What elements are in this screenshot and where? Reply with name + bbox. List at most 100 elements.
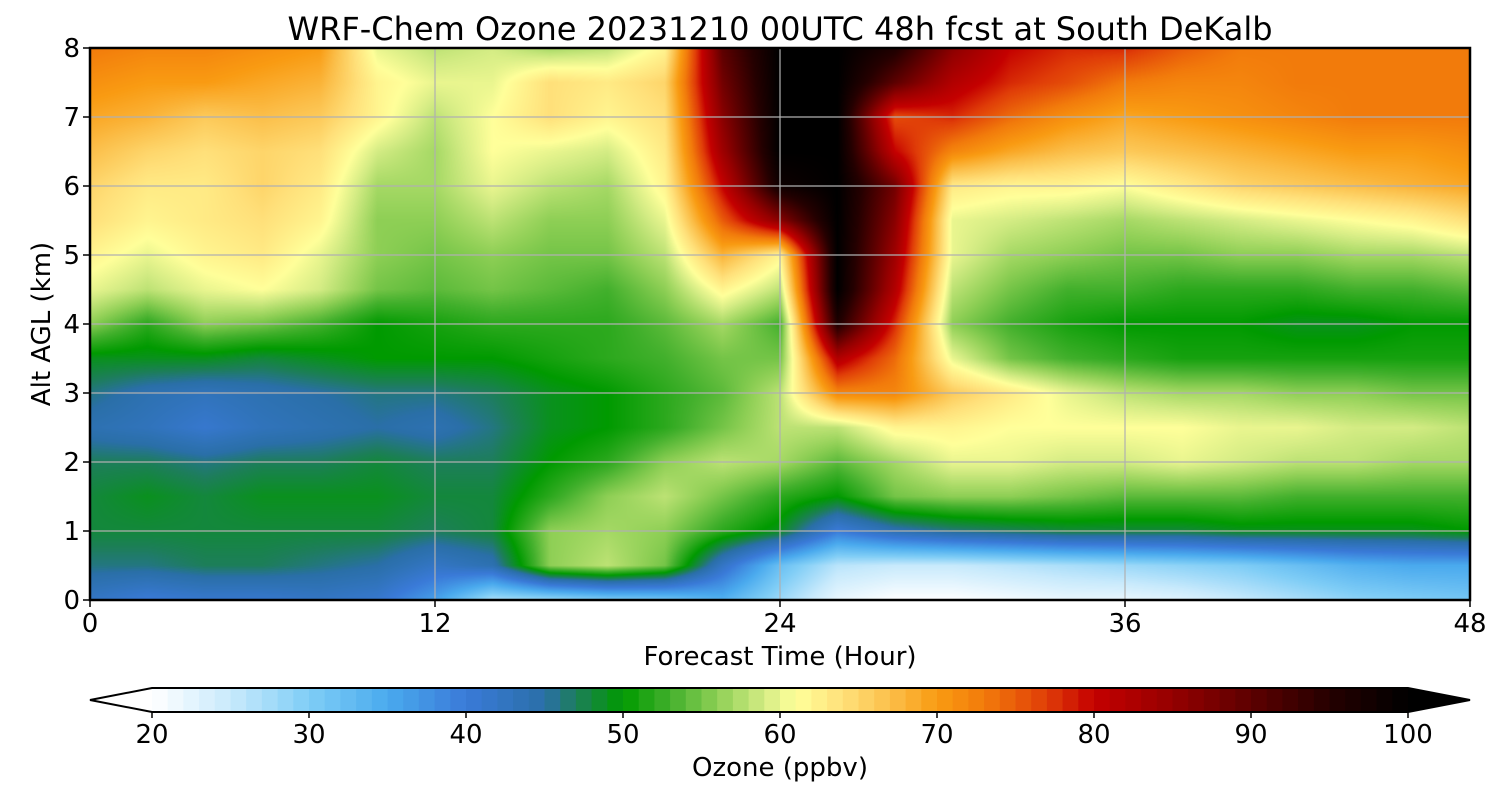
y-tick-label: 7: [63, 103, 80, 133]
colorbar-segment: [921, 688, 938, 712]
colorbar-segment: [732, 688, 750, 712]
colorbar: 20 30 40 50 60 70 80 90 100: [89, 687, 1471, 750]
colorbar-segment: [623, 688, 640, 712]
colorbar-segment: [387, 688, 404, 712]
x-tick-label: 36: [1108, 609, 1141, 639]
colorbar-segment: [356, 688, 373, 712]
colorbar-segment: [340, 688, 357, 712]
y-tick-label: 4: [63, 310, 80, 340]
colorbar-segment: [450, 688, 467, 712]
colorbar-segment: [591, 688, 608, 712]
colorbar-segment: [261, 688, 279, 712]
colorbar-segment: [670, 688, 687, 712]
y-axis-ticks: 0 1 2 3 4 5 6 7 8: [63, 34, 90, 616]
y-tick-label: 2: [63, 448, 80, 478]
colorbar-segment: [544, 688, 561, 712]
chart-title: WRF-Chem Ozone 20231210 00UTC 48h fcst a…: [287, 10, 1272, 48]
colorbar-segment: [1094, 688, 1111, 712]
colorbar-tick-label: 70: [920, 720, 953, 750]
colorbar-segment: [638, 688, 655, 712]
colorbar-segment: [246, 688, 263, 712]
colorbar-segment: [827, 688, 844, 712]
colorbar-segment: [1360, 688, 1378, 712]
colorbar-segment: [968, 688, 985, 712]
x-tick-label: 0: [82, 609, 99, 639]
colorbar-segment: [1298, 688, 1315, 712]
colorbar-segment: [999, 688, 1017, 712]
colorbar-segment: [418, 688, 436, 712]
colorbar-segment: [575, 688, 593, 712]
colorbar-segment: [764, 688, 781, 712]
x-tick-label: 12: [418, 609, 451, 639]
colorbar-segment: [152, 688, 169, 712]
colorbar-segment: [1266, 688, 1283, 712]
x-tick-label: 48: [1453, 609, 1486, 639]
colorbar-segment: [1125, 688, 1142, 712]
colorbar-segment: [167, 688, 184, 712]
colorbar-segment: [1282, 688, 1299, 712]
colorbar-segment: [1062, 688, 1079, 712]
colorbar-segment: [952, 688, 969, 712]
colorbar-tick-label: 60: [763, 720, 796, 750]
colorbar-segment: [1251, 688, 1268, 712]
colorbar-tick-label: 80: [1077, 720, 1110, 750]
x-tick-label: 24: [763, 609, 796, 639]
colorbar-segment: [481, 688, 498, 712]
colorbar-tick-label: 20: [135, 720, 168, 750]
colorbar-segment: [403, 688, 420, 712]
colorbar-segment: [685, 688, 703, 712]
colorbar-segment: [560, 688, 577, 712]
colorbar-segment: [858, 688, 875, 712]
colorbar-segment: [1345, 688, 1362, 712]
colorbar-label: Ozone (ppbv): [692, 753, 868, 783]
y-tick-label: 0: [63, 586, 80, 616]
colorbar-segment: [1109, 688, 1126, 712]
y-tick-label: 5: [63, 241, 80, 271]
colorbar-segment: [607, 688, 624, 712]
colorbar-segment: [795, 688, 812, 712]
colorbar-segment: [309, 688, 326, 712]
colorbar-segment: [528, 688, 546, 712]
colorbar-segment: [1031, 688, 1048, 712]
colorbar-tick-label: 50: [606, 720, 639, 750]
colorbar-segment: [874, 688, 891, 712]
y-tick-label: 3: [63, 379, 80, 409]
colorbar-segment: [324, 688, 341, 712]
colorbar-segment: [842, 688, 860, 712]
colorbar-segment: [277, 688, 294, 712]
y-tick-label: 1: [63, 517, 80, 547]
colorbar-segment: [466, 688, 483, 712]
colorbar-segment: [497, 688, 514, 712]
x-axis-ticks: 0 12 24 36 48: [82, 600, 1487, 639]
colorbar-segment: [1188, 688, 1205, 712]
colorbar-segment: [1219, 688, 1236, 712]
colorbar-segment: [183, 688, 200, 712]
colorbar-segment: [889, 688, 907, 712]
colorbar-tick-label: 40: [449, 720, 482, 750]
colorbar-segment: [1046, 688, 1064, 712]
colorbar-tick-label: 30: [292, 720, 325, 750]
y-tick-label: 8: [63, 34, 80, 64]
colorbar-segment: [1235, 688, 1252, 712]
x-axis-label: Forecast Time (Hour): [643, 642, 916, 672]
y-axis-label: Alt AGL (km): [27, 242, 57, 406]
colorbar-segment: [1392, 688, 1409, 712]
colorbar-segment: [1141, 688, 1158, 712]
colorbar-segment: [1376, 688, 1393, 712]
colorbar-segment: [513, 688, 530, 712]
colorbar-segment: [371, 688, 389, 712]
colorbar-segment: [1172, 688, 1189, 712]
colorbar-segment: [701, 688, 718, 712]
colorbar-segment: [654, 688, 671, 712]
colorbar-segment: [937, 688, 954, 712]
colorbar-segment: [214, 688, 232, 712]
colorbar-extend-low: [90, 688, 152, 712]
colorbar-extend-high: [1408, 688, 1470, 712]
colorbar-segment: [199, 688, 216, 712]
colorbar-segment: [1329, 688, 1346, 712]
colorbar-segment: [293, 688, 310, 712]
colorbar-segment: [905, 688, 922, 712]
colorbar-segment: [1203, 688, 1221, 712]
